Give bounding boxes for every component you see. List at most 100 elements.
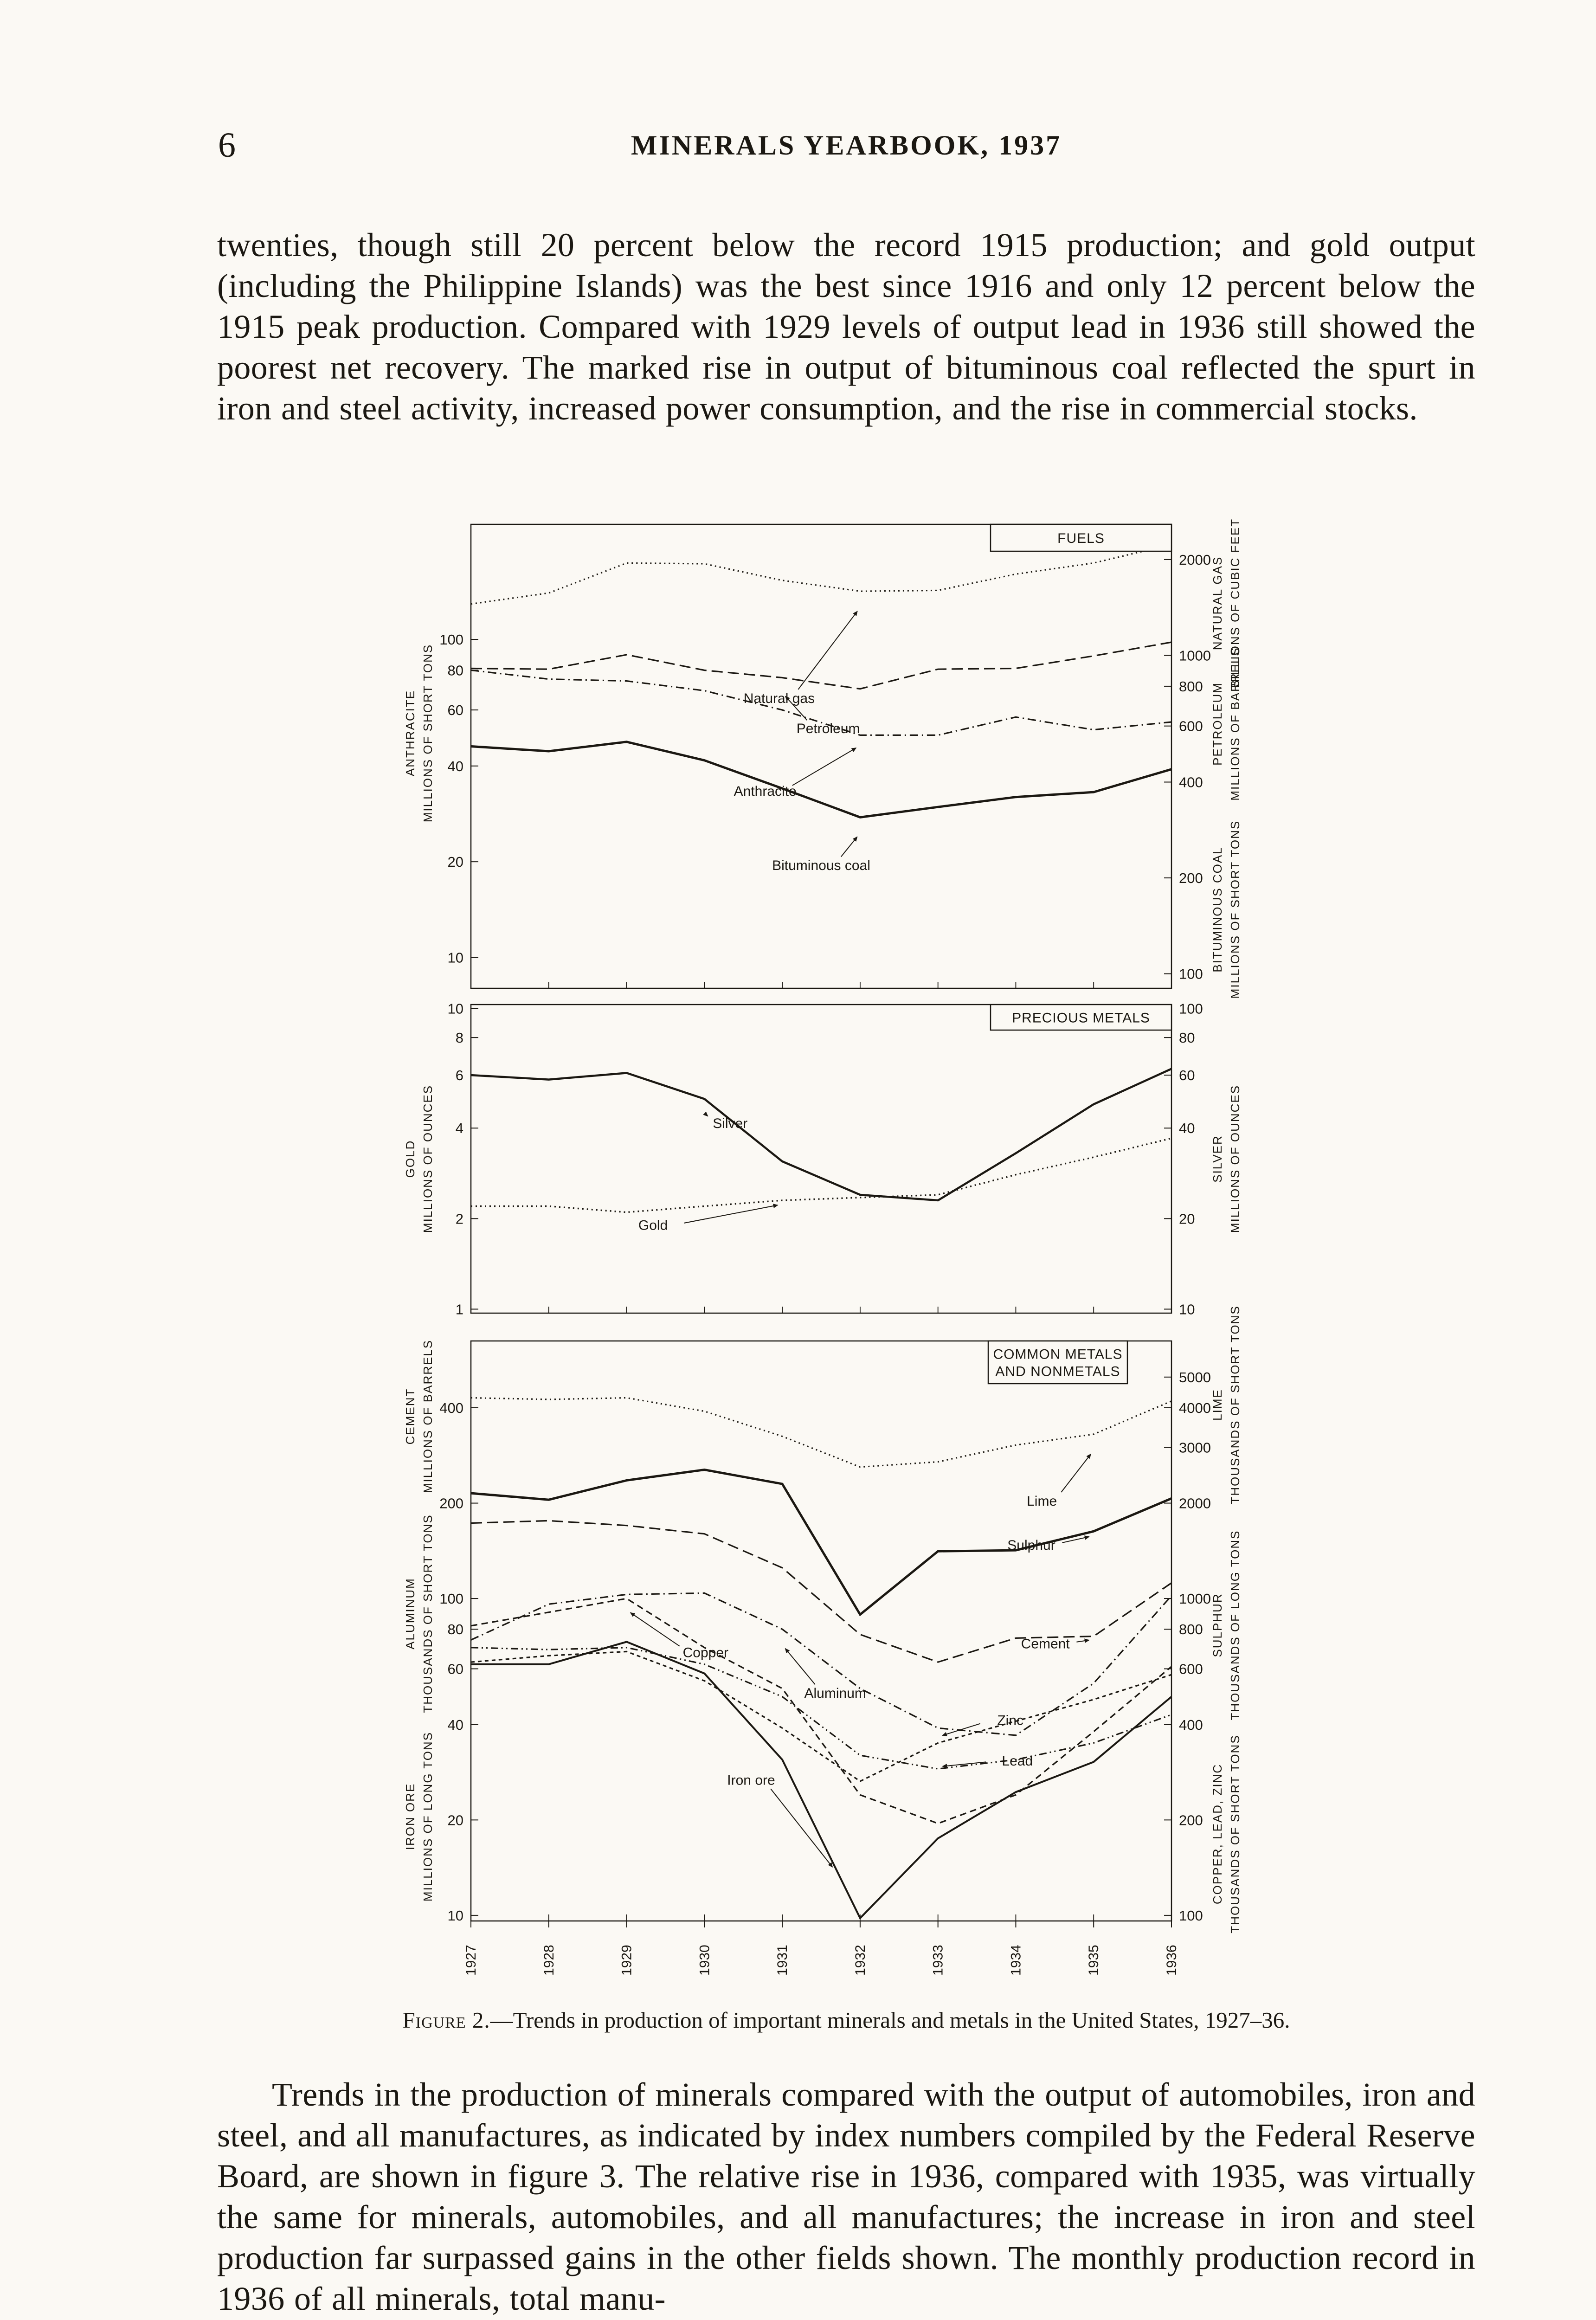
label-leader: [841, 836, 858, 857]
axis-caption-unit: MILLIONS OF SHORT TONS: [1228, 820, 1242, 999]
year-label: 1930: [697, 1945, 712, 1976]
series-label-petroleum: Petroleum: [797, 721, 860, 736]
axis-tick-label: 20: [448, 1812, 463, 1828]
axis-tick-label: 4: [456, 1120, 463, 1136]
axis-tick-label: 400: [439, 1400, 463, 1416]
chart-title: FUELS: [1057, 531, 1105, 546]
series-label-lime: Lime: [1027, 1494, 1057, 1509]
series-label-copper: Copper: [683, 1645, 728, 1660]
running-head: MINERALS YEARBOOK, 1937: [631, 130, 1062, 161]
series-line-sulphur: [470, 1468, 1172, 1617]
series-line-zinc: [470, 1650, 1172, 1782]
chart-title-box: [987, 1340, 1128, 1385]
chart-title: AND NONMETALS: [995, 1364, 1120, 1379]
figure-2: 100 80 60 40 20 10 ANTHRACITE MILLIONS OF SHORT…: [401, 492, 1306, 1986]
series-label-cement: Cement: [1021, 1637, 1070, 1652]
axis-caption-name: GOLD: [403, 1140, 417, 1178]
axis-tick-label: 10: [448, 1908, 463, 1924]
series-line-lime: [470, 1397, 1172, 1468]
label-leader: [785, 1648, 816, 1685]
label-leader: [785, 696, 808, 721]
minerals-trends-chart: 100 80 60 40 20 10 ANTHRACITE MILLIONS OF SHORT…: [403, 518, 1242, 1976]
axis-tick-label: 40: [448, 758, 463, 774]
axis-tick-label: 1000: [1179, 647, 1211, 664]
chart-title-box: [990, 523, 1172, 552]
axis-tick-label: 8: [456, 1030, 463, 1046]
axis-tick-label: 400: [1179, 774, 1203, 790]
axis-caption-name: SILVER: [1210, 1135, 1224, 1183]
axis-caption-name: LIME: [1210, 1389, 1224, 1421]
axis-tick-label: 2000: [1179, 1495, 1211, 1512]
figure-caption-text: —Trends in production of important miner…: [490, 2007, 1290, 2033]
label-leader: [942, 1761, 986, 1768]
axis-caption-name: COPPER, LEAD, ZINC: [1210, 1764, 1224, 1904]
chart-title: PRECIOUS METALS: [1012, 1011, 1150, 1026]
axis-tick-label: 80: [448, 1621, 463, 1637]
chart-title: COMMON METALS: [993, 1347, 1122, 1362]
series-line-aluminum: [470, 1592, 1172, 1736]
page-header: 6 MINERALS YEARBOOK, 1937: [217, 126, 1475, 169]
axis-tick-label: 800: [1179, 1621, 1203, 1637]
label-leader: [770, 1788, 833, 1868]
axis-tick-label: 400: [1179, 1717, 1203, 1733]
series-label-natural-gas: Natural gas: [744, 691, 815, 706]
axis-tick-label: 100: [1179, 1908, 1203, 1924]
axis-tick-label: 10: [448, 1000, 463, 1017]
paragraph-bottom: Trends in the production of minerals com…: [217, 2076, 1475, 2317]
axis-caption-unit: THOUSANDS OF SHORT TONS: [421, 1514, 435, 1713]
series-line-anthracite: [470, 669, 1172, 736]
axis-tick-label: 100: [439, 1591, 463, 1607]
series-line-cement: [470, 1520, 1172, 1663]
axis-caption-unit: MILLIONS OF BARRELS: [1228, 647, 1242, 800]
series-line-copper: [470, 1598, 1172, 1824]
series-line-gold: [471, 1137, 1172, 1213]
chart-title-box: [990, 1004, 1172, 1031]
series-label-lead: Lead: [1002, 1753, 1033, 1769]
axis-caption-unit: BILLIONS OF CUBIC FEET: [1228, 518, 1242, 688]
axis-tick-label: 4000: [1179, 1400, 1211, 1416]
series-line-petroleum: [470, 641, 1172, 690]
label-leader: [684, 1204, 779, 1224]
axis-tick-label: 1: [456, 1301, 463, 1317]
axis-tick-label: 5000: [1179, 1369, 1211, 1386]
axis-caption-unit: MILLIONS OF OUNCES: [1228, 1085, 1242, 1233]
axis-caption-name: NATURAL GAS: [1210, 556, 1224, 651]
axis-tick-label: 100: [1179, 966, 1203, 982]
axis-caption-name: ANTHRACITE: [403, 690, 417, 776]
year-label: 1932: [853, 1945, 868, 1976]
axis-tick-label: 60: [1179, 1067, 1195, 1083]
axis-tick-label: 60: [448, 702, 463, 718]
label-leader: [798, 611, 858, 690]
axis-caption-name: PETROLEUM: [1210, 682, 1224, 766]
axis-tick-label: 80: [1179, 1030, 1195, 1046]
axis-tick-label: 10: [448, 950, 463, 966]
paragraph-top: twenties, though still 20 percent below …: [217, 226, 1475, 427]
axis-tick-label: 10: [1179, 1301, 1195, 1317]
axis-tick-label: 100: [439, 632, 463, 648]
axis-tick-label: 600: [1179, 718, 1203, 735]
figure-caption-label: Figure 2.: [402, 2007, 490, 2033]
series-line-iron-ore: [471, 1641, 1172, 1920]
label-leader: [942, 1723, 981, 1736]
series-label-bituminous-coal: Bituminous coal: [772, 858, 870, 873]
chart-frame-precious-metals: [470, 1004, 1172, 1314]
chart-frame-fuels: [470, 523, 1172, 989]
series-line-bituminous-coal: [470, 741, 1172, 818]
series-label-silver: Silver: [713, 1116, 747, 1131]
series-label-aluminum: Aluminum: [804, 1686, 866, 1701]
year-label: 1931: [775, 1945, 790, 1976]
page-number: 6: [218, 126, 236, 165]
axis-caption-unit: MILLIONS OF LONG TONS: [421, 1732, 435, 1901]
year-label: 1936: [1164, 1945, 1179, 1976]
year-label: 1928: [541, 1945, 557, 1976]
axis-tick-label: 2: [456, 1211, 463, 1227]
series-label-gold: Gold: [638, 1218, 668, 1233]
axis-tick-label: 20: [448, 854, 463, 870]
axis-caption-unit: MILLIONS OF OUNCES: [421, 1085, 435, 1233]
series-label-zinc: Zinc: [997, 1713, 1023, 1728]
axis-tick-label: 3000: [1179, 1439, 1211, 1456]
axis-tick-label: 800: [1179, 678, 1203, 695]
axis-caption-unit: MILLIONS OF BARRELS: [421, 1340, 435, 1493]
figure-caption: Figure 2.—Trends in production of import…: [217, 2007, 1475, 2033]
series-label-anthracite: Anthracite: [734, 784, 797, 799]
